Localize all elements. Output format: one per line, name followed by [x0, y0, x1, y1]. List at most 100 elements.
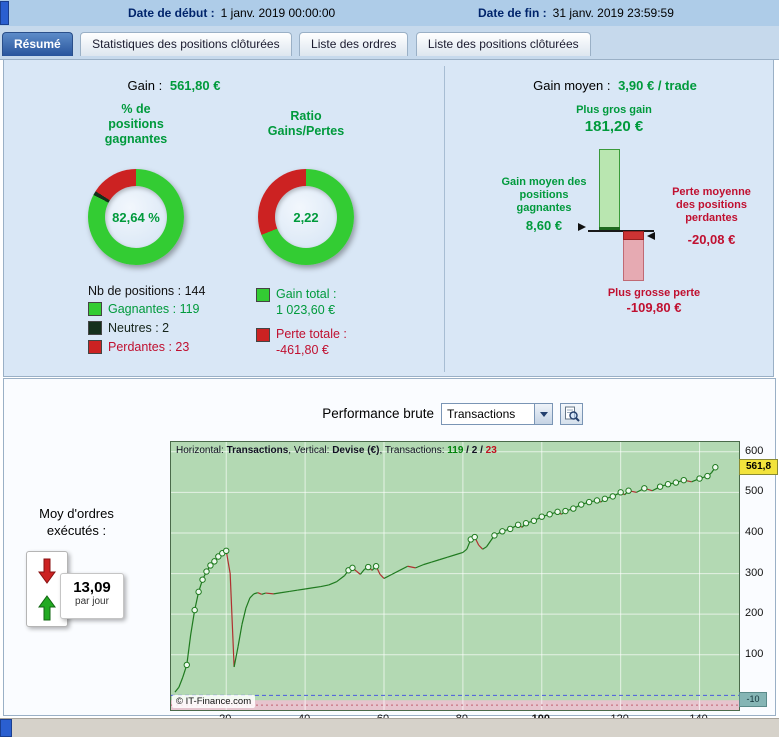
neutral-color-swatch: [88, 321, 102, 335]
perte-totale: Perte totale : -461,80 €: [256, 326, 347, 358]
magnifier-page-icon: [564, 406, 580, 422]
avg-loss-label-l3: perdantes: [685, 212, 738, 224]
date-end-label: Date de fin :: [478, 6, 547, 20]
avg-win-label-l3: gagnantes: [516, 202, 572, 214]
summary-panel: Gain : 561,80 € % de positions gagnantes…: [3, 59, 774, 377]
arrow-up-green-icon: [38, 594, 56, 620]
avg-win-label-l2: positions: [519, 189, 569, 201]
chart-info-segment: 119: [447, 445, 464, 456]
y-tick-label: 100: [745, 647, 764, 660]
winrate-donut-title: % de positions gagnantes: [61, 102, 211, 147]
y-tick-label: 400: [745, 525, 764, 538]
positions-count: Nb de positions : 144: [88, 284, 206, 298]
gain-total-swatch: [256, 288, 270, 302]
win-color-swatch: [88, 302, 102, 316]
current-value-badge: 561,8: [739, 459, 778, 476]
avg-orders-label-l2: exécutés :: [46, 523, 107, 538]
avg-orders-value: 13,09: [73, 579, 111, 596]
avg-orders-label-l1: Moy d'ordres: [39, 506, 114, 521]
chart-info-segment: 23: [485, 445, 497, 456]
winrate-title-l2: positions: [108, 117, 164, 131]
ratio-title-l1: Ratio: [290, 109, 322, 123]
tab-resume[interactable]: Résumé: [2, 32, 73, 56]
avg-orders-label: Moy d'ordres exécutés :: [4, 505, 149, 539]
title-bar: Date de début : 1 janv. 2019 00:00:00 Dat…: [0, 0, 779, 27]
legend-gagnantes: Gagnantes : 119: [88, 301, 200, 317]
dropdown-arrow-button[interactable]: [534, 404, 552, 424]
chart-info-segment: , Vertical:: [288, 445, 333, 456]
legend-gagnantes-label: Gagnantes : 119: [108, 302, 200, 316]
winrate-donut-value: 82,64 %: [105, 186, 167, 248]
legend-neutres-label: Neutres : 2: [108, 321, 170, 335]
loss-color-swatch: [88, 340, 102, 354]
avg-orders-chip: 13,09 par jour: [60, 573, 124, 619]
ratio-donut-title: Ratio Gains/Pertes: [231, 109, 381, 139]
winrate-title-l1: % de: [121, 102, 151, 116]
horizontal-scrollbar[interactable]: [0, 718, 779, 737]
equity-curve-svg: [171, 442, 739, 710]
gain-moyen-header: Gain moyen : 3,90 € / trade: [465, 78, 765, 93]
chart-mode-dropdown[interactable]: Transactions: [441, 403, 553, 425]
y-tick-label: 300: [745, 566, 764, 579]
chevron-down-icon: [539, 411, 548, 417]
max-loss-value: -109,80 €: [626, 300, 682, 315]
y-tick-label: 600: [745, 444, 764, 457]
tab-liste-positions[interactable]: Liste des positions clôturées: [415, 32, 591, 56]
gain-moyen-value: 3,90 € / trade: [618, 78, 697, 93]
chart-info-segment: Devise (€): [332, 445, 380, 456]
perte-totale-label: Perte totale :: [276, 327, 347, 341]
avg-win-arrow-icon: [578, 223, 586, 231]
vertical-divider: [444, 66, 445, 372]
chart-copyright: © IT-Finance.com: [172, 695, 256, 708]
winrate-donut-chart: 82,64 %: [88, 169, 184, 265]
gain-total-label: Gain total :: [276, 287, 337, 301]
chart-info-segment: Transactions: [226, 445, 289, 456]
avg-loss-bar: [623, 231, 644, 240]
perte-totale-value: -461,80 €: [276, 343, 329, 357]
tab-bar: Résumé Statistiques des positions clôtur…: [0, 26, 779, 60]
date-start: Date de début : 1 janv. 2019 00:00:00: [128, 0, 335, 26]
avg-win-label: Gain moyen des positions gagnantes: [489, 176, 599, 215]
date-end-value: 31 janv. 2019 23:59:59: [552, 6, 674, 20]
scroll-corner-top-icon[interactable]: [0, 1, 9, 25]
chart-mode-value: Transactions: [447, 407, 516, 421]
avg-orders-unit: par jour: [75, 596, 109, 607]
scroll-corner-bottom-icon[interactable]: [0, 719, 12, 737]
chart-info-segment: /: [463, 445, 472, 456]
max-gain-value: 181,20 €: [584, 118, 644, 135]
zero-axis-line: [588, 230, 654, 232]
date-start-label: Date de début :: [128, 6, 215, 20]
y-tick-label: 500: [745, 485, 764, 498]
chart-info-text: Horizontal: Transactions, Vertical: Devi…: [176, 445, 497, 456]
gain-label: Gain :: [127, 78, 163, 93]
date-start-value: 1 janv. 2019 00:00:00: [220, 6, 336, 20]
gain-header: Gain : 561,80 €: [24, 78, 324, 93]
tab-statistiques-positions[interactable]: Statistiques des positions clôturées: [80, 32, 292, 56]
avg-loss-label-l2: des positions: [676, 199, 747, 211]
gain-value: 561,80 €: [169, 78, 221, 93]
chart-info-segment: Horizontal:: [176, 445, 227, 456]
ratio-donut-value: 2,22: [275, 186, 337, 248]
chart-options-button[interactable]: [560, 403, 583, 425]
performance-title: Performance brute: [322, 406, 434, 421]
baseline-value-badge: -10: [739, 692, 767, 708]
performance-panel: Performance brute Transactions Moy d'ord…: [3, 378, 778, 725]
equity-curve-chart[interactable]: [170, 441, 740, 711]
avg-win-bar: [599, 227, 620, 231]
winrate-title-l3: gagnantes: [104, 132, 168, 146]
avg-loss-arrow-icon: [647, 232, 655, 240]
max-loss-label: Plus grosse perte: [607, 287, 701, 299]
chart-info-segment: , Transactions:: [379, 445, 448, 456]
legend-neutres: Neutres : 2: [88, 320, 169, 336]
gain-moyen-label: Gain moyen :: [533, 78, 611, 93]
ratio-donut-chart: 2,22: [258, 169, 354, 265]
max-gain-label: Plus gros gain: [576, 104, 652, 116]
avg-win-value: 8,60 €: [525, 218, 563, 233]
legend-perdantes-label: Perdantes : 23: [108, 340, 190, 354]
date-end: Date de fin : 31 janv. 2019 23:59:59: [478, 0, 674, 26]
gain-total-value: 1 023,60 €: [276, 303, 336, 317]
chart-info-segment: 2: [471, 445, 478, 456]
tab-liste-ordres[interactable]: Liste des ordres: [299, 32, 409, 56]
legend-perdantes: Perdantes : 23: [88, 339, 189, 355]
avg-win-label-l1: Gain moyen des: [501, 176, 587, 188]
